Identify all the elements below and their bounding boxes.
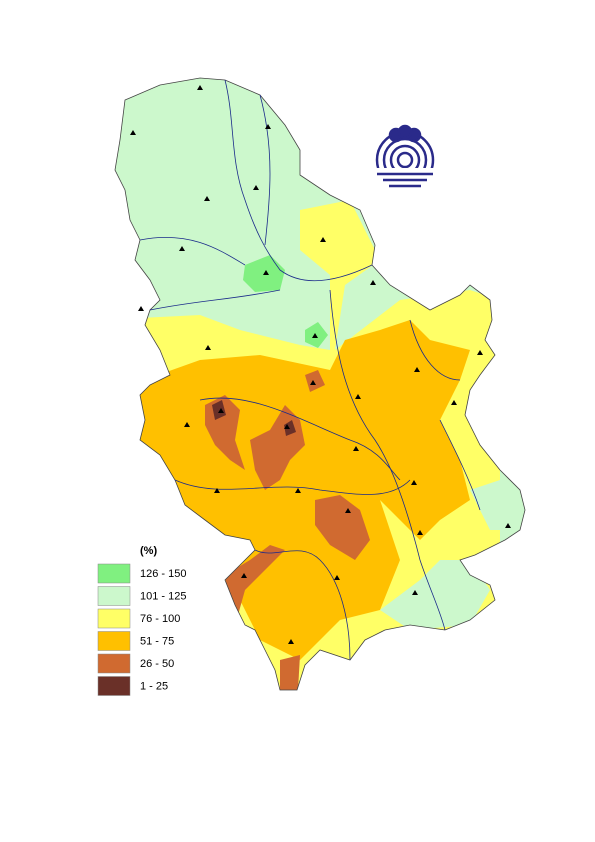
zone [305,370,325,392]
river [139,236,246,266]
river [409,319,461,381]
legend-swatch [97,631,131,651]
zone [280,655,300,690]
legend-label: 1 - 25 [140,680,168,692]
river [259,94,271,246]
river [254,549,351,661]
legend-label: 101 - 125 [140,590,186,602]
legend-swatch [97,676,131,696]
legend-label: 26 - 50 [140,658,174,670]
river [224,79,373,282]
legend-swatch [97,653,131,674]
legend-title: (%) [140,545,157,557]
legend-label: 126 - 150 [140,568,186,580]
river [199,397,401,481]
legend-label: 76 - 100 [140,613,180,625]
zone [305,322,328,348]
legend-swatch [97,586,131,606]
legend-swatch [97,563,131,584]
zone [225,545,285,615]
rivers [139,79,481,661]
river [149,289,281,311]
logo [373,124,437,194]
river [174,479,411,495]
legend: 126 - 150 101 - 125 76 - 100 51 - 75 26 - 50… [97,563,186,696]
zone [212,400,226,420]
legend-swatch [97,608,131,629]
river [439,419,481,511]
legend-label: 51 - 75 [140,635,174,647]
zone [315,495,370,560]
river [329,289,446,631]
zone [380,560,490,630]
zone [470,480,520,530]
